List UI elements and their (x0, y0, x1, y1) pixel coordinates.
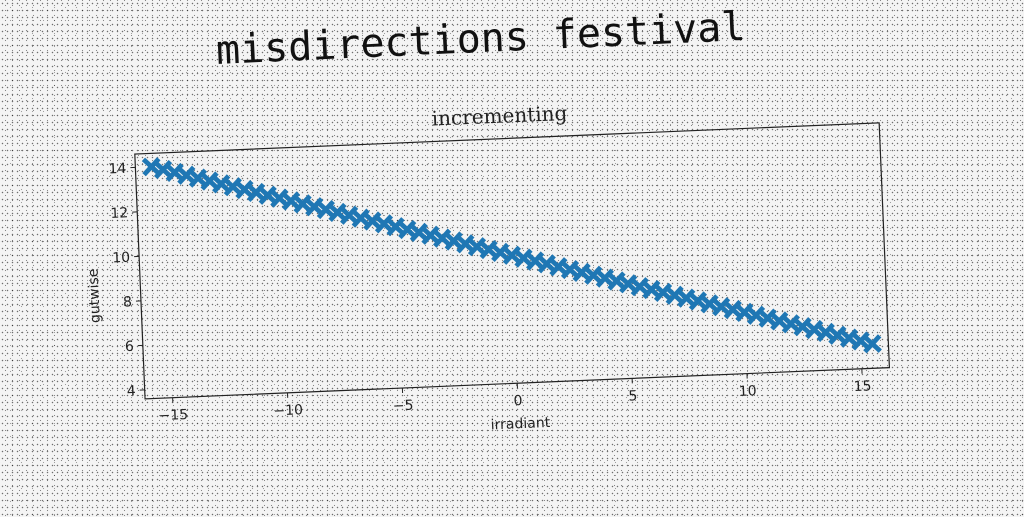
x-tick-label: 15 (853, 378, 871, 395)
y-tick-label: 6 (125, 339, 135, 355)
chart-subtitle: incrementing (431, 101, 568, 131)
y-tick-label: 8 (123, 294, 133, 310)
x-tick-label: −10 (273, 402, 303, 419)
y-tick-label: 14 (108, 161, 127, 178)
plot-frame (135, 123, 890, 399)
x-tick-label: −15 (158, 407, 188, 424)
y-axis-label: gutwise (86, 268, 104, 323)
x-tick-label: 10 (738, 383, 756, 400)
y-tick-label: 4 (126, 383, 136, 399)
x-tick-label: 5 (628, 388, 638, 404)
x-tick-label: −5 (392, 398, 413, 415)
x-axis-label: irradiant (490, 415, 551, 433)
y-tick-label: 10 (112, 250, 130, 267)
y-tick-label: 12 (110, 205, 128, 222)
x-tick-label: 0 (513, 393, 523, 409)
data-series (142, 127, 882, 383)
